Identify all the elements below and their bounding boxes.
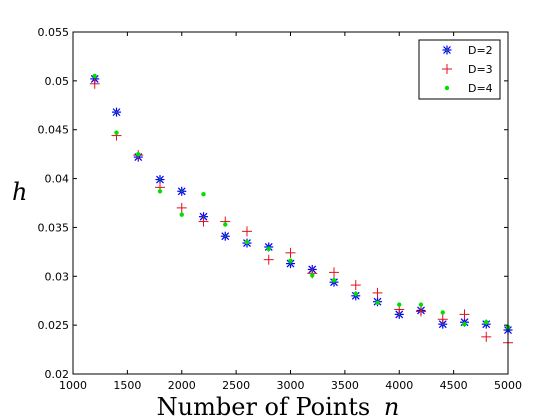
data-point <box>176 202 187 213</box>
x-tick-label: 1000 <box>59 379 87 392</box>
x-tick-label: 3000 <box>277 379 305 392</box>
series-D=4 <box>92 73 511 330</box>
data-point <box>201 192 206 197</box>
data-point <box>481 331 492 342</box>
data-point <box>437 314 448 325</box>
axis-ticks: 1000 1500 2000 2500 3000 3500 4000 4500 5000 0.02… <box>38 26 523 392</box>
y-tick-label: 0.04 <box>45 173 70 186</box>
legend-label: D=4 <box>468 82 493 95</box>
data-point <box>89 78 100 89</box>
y-tick-label: 0.045 <box>38 124 70 137</box>
data-point <box>418 302 424 307</box>
data-point <box>375 300 380 305</box>
data-point <box>177 186 187 196</box>
data-point <box>440 310 445 315</box>
data-point <box>372 287 383 298</box>
legend: D=2 D=3 D=4 <box>418 39 501 100</box>
x-axis-title: Number of Points n <box>157 393 400 420</box>
data-point <box>310 273 315 278</box>
data-point <box>112 107 121 117</box>
data-point <box>220 231 230 241</box>
data-point <box>286 259 295 269</box>
y-tick-label: 0.055 <box>38 26 70 39</box>
data-point <box>288 258 293 263</box>
data-marks <box>89 73 513 348</box>
data-point <box>416 306 426 317</box>
legend-box <box>418 39 501 100</box>
data-point <box>462 321 467 327</box>
data-point <box>331 277 337 283</box>
y-tick-label: 0.025 <box>38 319 70 332</box>
x-tick-label: 1500 <box>113 379 141 392</box>
legend-marker <box>442 45 452 55</box>
x-tick-label: 3500 <box>331 379 359 392</box>
data-point <box>179 212 184 217</box>
data-point <box>484 320 489 325</box>
data-point <box>114 130 119 135</box>
data-point <box>353 291 358 297</box>
legend-marker <box>442 64 452 74</box>
data-point <box>459 309 470 320</box>
data-point <box>244 239 250 245</box>
data-point <box>266 246 271 252</box>
legend-label: D=3 <box>468 63 493 76</box>
data-point <box>285 247 296 258</box>
x-axis-title-text: Number of Points <box>157 393 371 420</box>
y-axis-title: h <box>12 178 27 206</box>
y-tick-label: 0.035 <box>38 221 70 234</box>
x-tick-label: 5000 <box>494 379 522 392</box>
data-point <box>263 254 274 265</box>
x-tick-label: 4500 <box>440 379 468 392</box>
data-point <box>350 280 361 291</box>
data-point <box>157 189 163 194</box>
data-point <box>242 226 252 237</box>
x-tick-label: 2500 <box>222 379 250 392</box>
data-point <box>223 222 228 227</box>
data-point <box>397 302 402 307</box>
y-tick-label: 0.02 <box>45 368 70 381</box>
legend-marker <box>444 85 450 91</box>
data-point <box>92 73 97 79</box>
x-tick-label: 4000 <box>385 379 413 392</box>
legend-label: D=2 <box>468 44 493 57</box>
y-tick-label: 0.03 <box>45 270 70 283</box>
data-point <box>329 267 339 278</box>
data-point <box>198 216 209 227</box>
x-axis-title-variable: n <box>384 393 399 420</box>
x-tick-label: 2000 <box>168 379 196 392</box>
y-tick-label: 0.05 <box>45 75 70 88</box>
data-point <box>136 151 141 157</box>
